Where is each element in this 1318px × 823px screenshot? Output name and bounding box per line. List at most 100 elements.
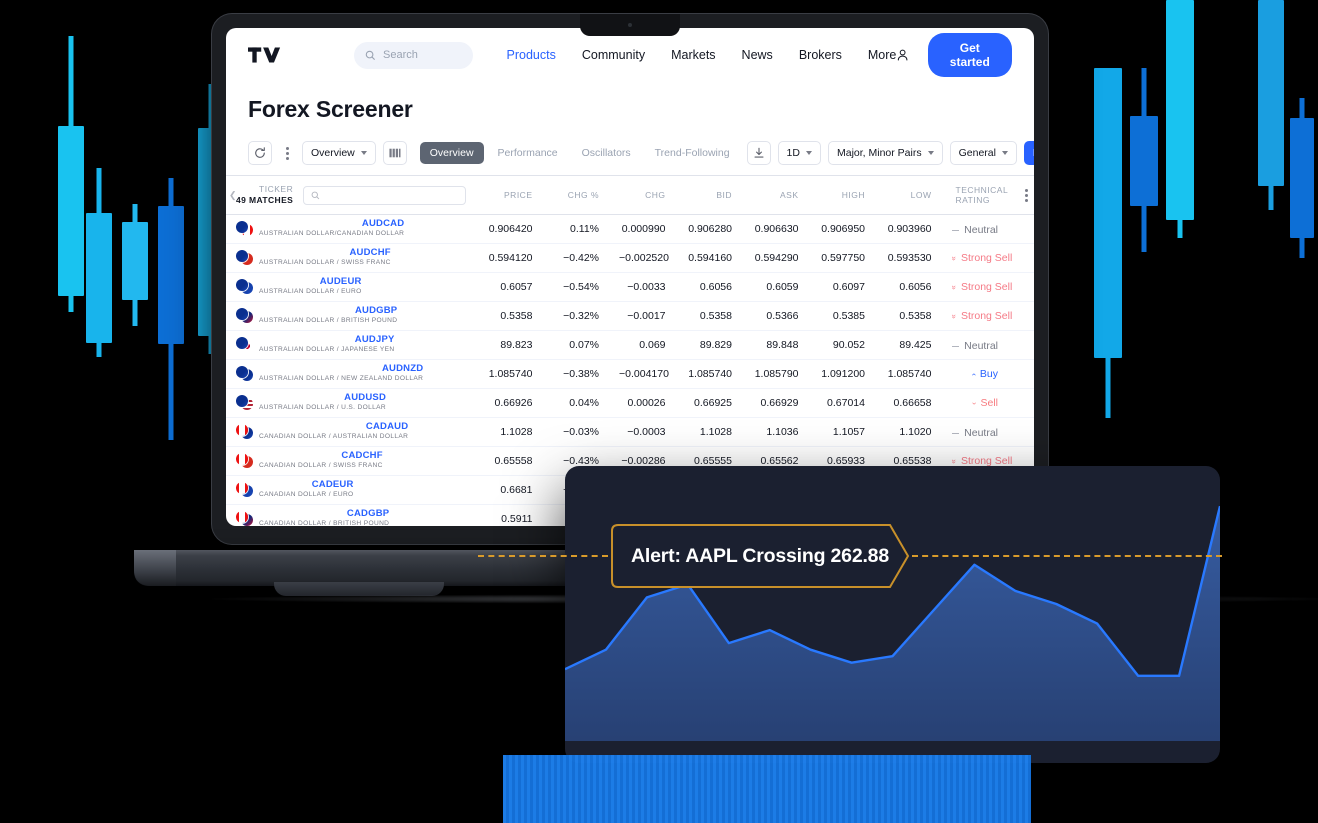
cell-ask: 1.085790 bbox=[742, 359, 809, 389]
subtab-trend-following[interactable]: Trend-Following bbox=[654, 147, 730, 159]
ticker-symbol: AUDCAD bbox=[361, 218, 405, 230]
cell-bid: 1.085740 bbox=[675, 359, 742, 389]
column-header-bid[interactable]: BID bbox=[675, 175, 742, 215]
cell-ticker[interactable]: CADAUD CANADIAN DOLLAR / AUSTRALIAN DOLLA… bbox=[226, 417, 476, 447]
alert-dashed-line-left bbox=[478, 555, 608, 557]
cell-chg-pct: −0.42% bbox=[542, 243, 609, 273]
flag-pair-icon bbox=[236, 337, 253, 353]
market-select[interactable]: Major, Minor Pairs bbox=[827, 141, 943, 165]
view-select-value: Overview bbox=[311, 147, 355, 159]
table-row[interactable]: CADAUD CANADIAN DOLLAR / AUSTRALIAN DOLLA… bbox=[226, 417, 1034, 447]
table-row[interactable]: AUDJPY AUSTRALIAN DOLLAR / JAPANESE YEN 89… bbox=[226, 330, 1034, 360]
nav-item-community[interactable]: Community bbox=[581, 48, 646, 62]
cell-ticker[interactable]: AUDGBP AUSTRALIAN DOLLAR / BRITISH POUND bbox=[226, 301, 476, 331]
cell-low: 0.66658 bbox=[875, 388, 942, 418]
cell-ticker[interactable]: AUDJPY AUSTRALIAN DOLLAR / JAPANESE YEN bbox=[226, 330, 476, 360]
cell-row-menu bbox=[1008, 330, 1034, 360]
table-row[interactable]: AUDNZD AUSTRALIAN DOLLAR / NEW ZEALAND DO… bbox=[226, 359, 1034, 389]
cell-chg-pct: 0.07% bbox=[542, 330, 609, 360]
tradingview-logo-icon[interactable] bbox=[248, 44, 282, 66]
nav-item-products[interactable]: Products bbox=[506, 48, 556, 62]
candlestick bbox=[86, 168, 112, 357]
ticker-symbol: CADCHF bbox=[341, 450, 383, 462]
cell-chg-pct: −0.54% bbox=[542, 272, 609, 302]
ticker-symbol: AUDGBP bbox=[354, 305, 398, 317]
cell-ticker[interactable]: CADGBP CANADIAN DOLLAR / BRITISH POUND bbox=[226, 504, 476, 526]
general-select[interactable]: General bbox=[949, 141, 1017, 165]
subtab-overview[interactable]: Overview bbox=[419, 142, 484, 164]
refresh-button[interactable] bbox=[248, 141, 272, 165]
nav-item-markets[interactable]: Markets bbox=[671, 48, 716, 62]
collapse-left-icon[interactable]: ❮ bbox=[228, 189, 238, 200]
ticker-name: AUSTRALIAN DOLLAR / SWISS FRANC bbox=[259, 259, 391, 267]
subtab-oscillators[interactable]: Oscillators bbox=[581, 147, 631, 159]
header-actions: Get started bbox=[896, 33, 1012, 77]
table-row[interactable]: AUDGBP AUSTRALIAN DOLLAR / BRITISH POUND 0… bbox=[226, 301, 1034, 331]
cell-chg: −0.002520 bbox=[609, 243, 676, 273]
subtab-performance[interactable]: Performance bbox=[497, 147, 558, 159]
filters-button[interactable]: Filters bbox=[1023, 141, 1034, 165]
cell-ticker[interactable]: CADEUR CANADIAN DOLLAR / EURO bbox=[226, 475, 476, 505]
screener-subtabs: Overview Performance Oscillators Trend-F… bbox=[419, 142, 740, 164]
ticker-header-count: 49 MATCHES bbox=[236, 195, 294, 205]
general-select-value: General bbox=[958, 147, 996, 159]
cell-price: 0.906420 bbox=[476, 214, 543, 244]
alert-dashed-line-right bbox=[912, 555, 1222, 557]
nav-item-news[interactable]: News bbox=[741, 48, 773, 62]
laptop-screen: Search Products Community Markets News B… bbox=[226, 28, 1034, 526]
candlestick bbox=[1130, 68, 1158, 252]
cell-ticker[interactable]: AUDCAD AUSTRALIAN DOLLAR/CANADIAN DOLLAR bbox=[226, 214, 476, 244]
column-header-ticker[interactable]: ❮ TICKER 49 MATCHES bbox=[226, 175, 476, 215]
columns-button[interactable] bbox=[382, 141, 407, 165]
ticker-symbol: AUDNZD bbox=[381, 363, 424, 375]
ticker-name: CANADIAN DOLLAR / SWISS FRANC bbox=[259, 462, 383, 470]
cell-bid: 0.6056 bbox=[675, 272, 742, 302]
ticker-symbol: CADEUR bbox=[311, 479, 354, 491]
interval-select[interactable]: 1D bbox=[777, 141, 821, 165]
flag-pair-icon bbox=[236, 250, 253, 266]
column-header-technical-rating[interactable]: TECHNICAL RATING bbox=[941, 175, 1008, 215]
laptop-base-notch bbox=[274, 582, 444, 596]
search-input[interactable]: Search bbox=[354, 41, 473, 69]
flag-pair-icon bbox=[236, 308, 253, 324]
ticker-search-input[interactable] bbox=[303, 185, 466, 205]
nav-item-brokers[interactable]: Brokers bbox=[798, 48, 842, 62]
column-header-chg[interactable]: CHG bbox=[609, 175, 676, 215]
cell-technical-rating: » Strong Sell bbox=[941, 272, 1012, 302]
table-row[interactable]: AUDUSD AUSTRALIAN DOLLAR / U.S. DOLLAR 0.6… bbox=[226, 388, 1034, 418]
column-menu-button[interactable] bbox=[1008, 175, 1034, 215]
column-header-high[interactable]: HIGH bbox=[808, 175, 875, 215]
column-header-low[interactable]: LOW bbox=[875, 175, 942, 215]
column-header-price[interactable]: PRICE bbox=[476, 175, 543, 215]
column-header-chgpct[interactable]: CHG % bbox=[542, 175, 609, 215]
download-button[interactable] bbox=[746, 141, 771, 165]
table-row[interactable]: AUDCHF AUSTRALIAN DOLLAR / SWISS FRANC 0.5… bbox=[226, 243, 1034, 273]
user-icon[interactable] bbox=[896, 47, 909, 63]
view-select[interactable]: Overview bbox=[302, 141, 376, 165]
cell-ticker[interactable]: AUDNZD AUSTRALIAN DOLLAR / NEW ZEALAND DO… bbox=[226, 359, 476, 389]
cell-ticker[interactable]: CADCHF CANADIAN DOLLAR / SWISS FRANC bbox=[226, 446, 476, 476]
table-row[interactable]: CADCHF CANADIAN DOLLAR / SWISS FRANC 0.655… bbox=[226, 446, 1034, 476]
table-row[interactable]: AUDEUR AUSTRALIAN DOLLAR / EURO 0.6057 −0.5… bbox=[226, 272, 1034, 302]
nav-item-more[interactable]: More bbox=[867, 48, 897, 62]
flag-pair-icon bbox=[236, 279, 253, 295]
cell-row-menu bbox=[1008, 417, 1034, 447]
cell-ask: 89.848 bbox=[742, 330, 809, 360]
cell-ask: 1.1036 bbox=[742, 417, 809, 447]
chevron-down-icon bbox=[1001, 151, 1008, 155]
cell-high: 0.6097 bbox=[808, 272, 875, 302]
toolbar-more-button[interactable] bbox=[279, 141, 295, 165]
alert-callout[interactable]: Alert: AAPL Crossing 262.88 bbox=[604, 521, 916, 591]
cell-row-menu bbox=[1008, 359, 1034, 389]
chevron-down-icon bbox=[927, 151, 934, 155]
cell-ticker[interactable]: AUDUSD AUSTRALIAN DOLLAR / U.S. DOLLAR bbox=[226, 388, 476, 418]
column-header-ask[interactable]: ASK bbox=[742, 175, 809, 215]
cell-chg: −0.0033 bbox=[609, 272, 676, 302]
page-title: Forex Screener bbox=[248, 96, 413, 122]
cell-ticker[interactable]: AUDCHF AUSTRALIAN DOLLAR / SWISS FRANC bbox=[226, 243, 476, 273]
ticker-name: AUSTRALIAN DOLLAR / JAPANESE YEN bbox=[259, 346, 395, 354]
get-started-button[interactable]: Get started bbox=[927, 33, 1012, 77]
cell-ticker[interactable]: AUDEUR AUSTRALIAN DOLLAR / EURO bbox=[226, 272, 476, 302]
search-icon bbox=[365, 50, 376, 60]
table-row[interactable]: AUDCAD AUSTRALIAN DOLLAR/CANADIAN DOLLAR 0… bbox=[226, 214, 1034, 244]
